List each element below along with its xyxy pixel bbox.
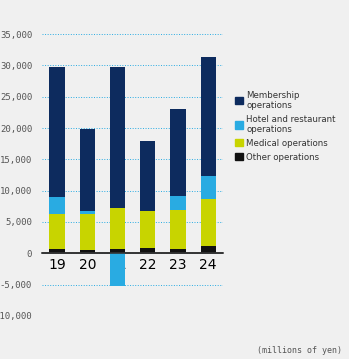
Bar xyxy=(201,57,216,176)
Bar xyxy=(201,246,216,253)
Bar xyxy=(170,249,186,253)
Bar xyxy=(80,214,95,250)
Bar xyxy=(50,249,65,253)
Bar xyxy=(110,253,125,286)
Bar xyxy=(80,250,95,253)
Bar xyxy=(50,214,65,249)
Legend: Membership
operations, Hotel and restaurant
operations, Medical operations, Othe: Membership operations, Hotel and restaur… xyxy=(235,90,336,162)
Bar xyxy=(170,109,186,196)
Bar xyxy=(170,196,186,210)
Bar xyxy=(110,249,125,253)
Bar xyxy=(110,208,125,249)
Text: (millions of yen): (millions of yen) xyxy=(257,346,342,355)
Bar xyxy=(140,141,155,211)
Bar xyxy=(80,129,95,211)
Bar xyxy=(50,197,65,214)
Bar xyxy=(50,67,65,197)
Bar xyxy=(201,199,216,246)
Bar xyxy=(170,210,186,249)
Bar xyxy=(140,211,155,248)
Bar xyxy=(201,176,216,199)
Bar xyxy=(140,248,155,253)
Bar xyxy=(80,211,95,214)
Bar xyxy=(110,67,125,208)
